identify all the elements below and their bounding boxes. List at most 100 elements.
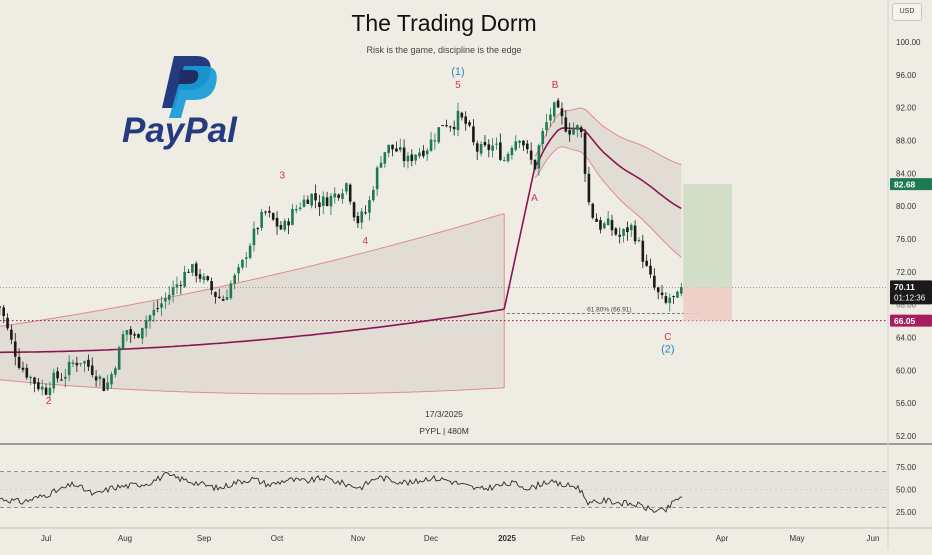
candle-body	[210, 281, 213, 291]
candle-body	[479, 143, 483, 154]
candle-body	[25, 367, 29, 378]
candle-body	[599, 220, 602, 230]
candle-body	[464, 116, 467, 124]
target-price-badge-text: 82.68	[894, 180, 916, 190]
candle-body	[64, 376, 67, 379]
candle-body	[668, 297, 672, 304]
candle-body	[456, 110, 460, 131]
candle-body	[518, 140, 521, 143]
candle-body	[510, 148, 514, 156]
vwap-band-line	[0, 379, 505, 395]
candle-body	[71, 362, 75, 364]
candle-body	[572, 128, 575, 135]
vwap-line	[0, 308, 505, 354]
candle-body	[475, 143, 479, 152]
candle-body	[410, 154, 414, 161]
candle-body	[167, 294, 171, 300]
candle-body	[629, 224, 633, 231]
candle-body	[318, 202, 321, 208]
stop-zone[interactable]	[683, 287, 732, 321]
candle-body	[533, 159, 537, 170]
target-zone[interactable]	[683, 184, 732, 288]
candle-body	[129, 329, 133, 335]
candle-body	[306, 199, 310, 204]
candle-body	[244, 257, 248, 259]
candle-body	[79, 363, 82, 365]
candle-body	[595, 218, 598, 222]
price-tick-label: 64.00	[896, 334, 917, 343]
candle-body	[541, 131, 544, 144]
candle-body	[237, 267, 240, 274]
candle-body	[179, 284, 183, 286]
vwap-band-line	[0, 213, 505, 327]
candle-body	[433, 140, 437, 142]
candle-body	[583, 132, 587, 174]
candle-body	[656, 287, 660, 293]
candle-body	[164, 298, 167, 302]
time-tick-label: Sep	[197, 534, 212, 543]
vwap-band-fill	[535, 108, 682, 258]
stop-price-badge-text: 66.05	[894, 316, 916, 326]
candle-body	[452, 126, 456, 130]
candle-body	[310, 193, 313, 206]
candle-body	[348, 184, 352, 202]
oscillator-tick-label: 75.00	[896, 463, 917, 472]
candle-body	[175, 284, 179, 288]
wave-label: C	[664, 332, 671, 343]
candle-body	[40, 386, 44, 390]
candle-body	[52, 372, 56, 389]
candle-body	[472, 126, 475, 143]
candle-body	[314, 193, 317, 201]
time-tick-label: Oct	[271, 534, 284, 543]
candle-body	[268, 210, 271, 213]
candle-body	[429, 139, 433, 151]
wave-label: (2)	[661, 343, 674, 355]
time-tick-label: Jul	[41, 534, 51, 543]
candle-body	[356, 216, 360, 224]
price-tick-label: 88.00	[896, 137, 917, 146]
candle-body	[398, 147, 402, 151]
candle-body	[248, 245, 252, 258]
candle-body	[495, 143, 498, 145]
candle-body	[564, 117, 568, 132]
candle-body	[264, 211, 267, 213]
vwap-band-line	[534, 107, 682, 166]
vwap-line	[503, 166, 536, 310]
wave-label: 4	[363, 236, 369, 247]
candle-body	[649, 265, 652, 275]
oscillator-tick-label: 25.00	[896, 508, 917, 517]
paypal-wordmark: PayPal	[122, 111, 238, 150]
candle-body	[364, 212, 367, 214]
candle-body	[360, 211, 364, 223]
wave-label: (1)	[451, 66, 464, 78]
time-tick-label: Jun	[867, 534, 880, 543]
vwap-line	[534, 126, 682, 210]
candle-body	[468, 122, 471, 126]
price-tick-label: 72.00	[896, 268, 917, 277]
candle-body	[383, 152, 387, 164]
candle-body	[514, 141, 518, 150]
candle-body	[345, 183, 348, 192]
candle-body	[256, 228, 260, 230]
candle-body	[676, 291, 679, 298]
countdown-text: 01:12:36	[894, 293, 926, 302]
candle-body	[283, 220, 287, 230]
currency-button[interactable]: USD	[892, 3, 922, 21]
candle-body	[441, 125, 444, 127]
candle-body	[460, 112, 464, 118]
price-tick-label: 84.00	[896, 169, 917, 178]
paypal-logo: PayPal	[122, 56, 238, 150]
candle-body	[422, 150, 425, 157]
candle-body	[194, 263, 198, 276]
candle-body	[552, 102, 556, 117]
candle-body	[391, 144, 394, 150]
candle-body	[549, 114, 552, 121]
target-price-badge	[890, 178, 932, 191]
wave-label: 5	[455, 80, 461, 91]
price-tick-label: 100.00	[896, 38, 921, 47]
candle-body	[94, 376, 98, 381]
candle-body	[218, 296, 221, 298]
price-tick-label: 92.00	[896, 104, 917, 113]
candle-body	[622, 229, 625, 236]
